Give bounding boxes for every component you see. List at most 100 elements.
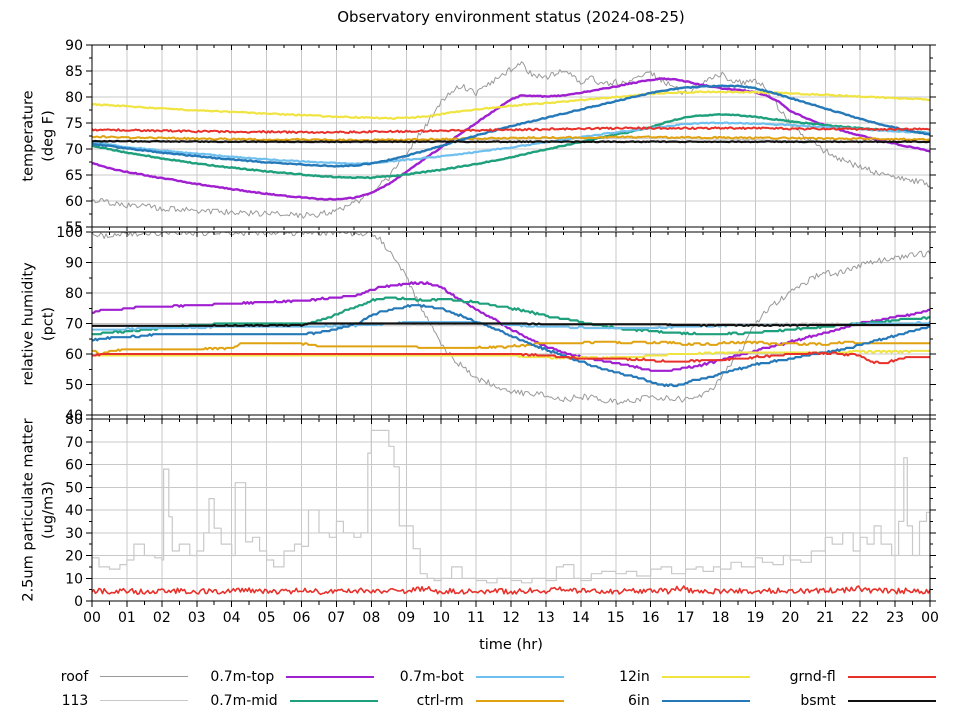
legend-label-bsmt: bsmt bbox=[800, 692, 836, 709]
y-tick-label: 60 bbox=[65, 347, 83, 363]
x-tick-labels: 00 01 02 03 04 05 06 07 08 09 10 11 12 13 14 15 16 17 18 19… bbox=[83, 610, 939, 626]
legend: roof 113 0.7m-top 0.7m-mid 0.7m-bot ctrl-rm 12… bbox=[0, 666, 960, 711]
legend-item-0.7m-bot: 0.7m-bot bbox=[400, 666, 564, 687]
series-6in bbox=[92, 304, 930, 388]
legend-column: 0.7m-top 0.7m-mid bbox=[210, 666, 378, 711]
axes bbox=[86, 44, 936, 231]
legend-item-0.7m-mid: 0.7m-mid bbox=[210, 690, 378, 711]
series-roof bbox=[91, 61, 931, 219]
y-tick-label: 50 bbox=[65, 378, 83, 394]
y-axis-label-humidity: relative humidity (pct) bbox=[19, 262, 58, 385]
legend-column: 0.7m-bot ctrl-rm bbox=[400, 666, 564, 711]
legend-label-0.7m-mid: 0.7m-mid bbox=[210, 692, 278, 709]
y-tick-label: 20 bbox=[65, 549, 83, 565]
y-tick-label: 0 bbox=[74, 594, 83, 610]
legend-line-0.7m-top bbox=[286, 675, 375, 678]
legend-line-grnd-fl bbox=[847, 675, 936, 678]
y-tick-label: 40 bbox=[65, 408, 83, 424]
legend-item-113: 113 bbox=[24, 690, 189, 711]
series-group bbox=[91, 231, 931, 405]
legend-line-0.7m-mid bbox=[289, 699, 378, 702]
y-axis-label-particulate: 2.5um particulate matter (ug/m3) bbox=[19, 418, 58, 601]
particulate-matter-plot: 0 10 20 30 40 50 60 70 80 bbox=[65, 412, 936, 610]
x-tick-label: 19 bbox=[747, 610, 765, 626]
series-0.7m-top bbox=[91, 77, 931, 201]
y-tick-label: 30 bbox=[65, 526, 83, 542]
x-tick-label: 02 bbox=[153, 610, 171, 626]
temperature-plot: 55 60 65 70 75 80 85 90 bbox=[65, 38, 936, 236]
legend-item-0.7m-top: 0.7m-top bbox=[210, 666, 377, 687]
y-tick-label: 40 bbox=[65, 503, 83, 519]
legend-column: roof 113 bbox=[24, 666, 189, 711]
series-group bbox=[91, 61, 931, 219]
legend-line-12in bbox=[661, 675, 750, 678]
y-tick-label: 90 bbox=[65, 256, 83, 272]
x-tick-label: 05 bbox=[258, 610, 276, 626]
chart-canvas: 5560657075808590405060708090100010203040… bbox=[56, 38, 939, 626]
legend-item-12in: 12in bbox=[586, 666, 750, 687]
y-tick-label: 65 bbox=[65, 168, 83, 184]
series-12in bbox=[92, 349, 930, 360]
y-tick-label: 60 bbox=[65, 458, 83, 474]
y-tick-label: 70 bbox=[65, 142, 83, 158]
x-tick-label: 09 bbox=[397, 610, 415, 626]
series-ctrl-rm bbox=[91, 135, 931, 142]
y-tick-label: 50 bbox=[65, 480, 83, 496]
x-tick-label: 11 bbox=[467, 610, 485, 626]
legend-label-grnd-fl: grnd-fl bbox=[789, 668, 836, 685]
x-tick-label: 20 bbox=[781, 610, 799, 626]
x-tick-label: 04 bbox=[223, 610, 241, 626]
axes bbox=[86, 231, 936, 419]
series-113 bbox=[92, 429, 930, 584]
y-axis-label-temperature: temperature (deg F) bbox=[19, 90, 58, 181]
legend-label-0.7m-top: 0.7m-top bbox=[210, 668, 275, 685]
series-grnd-fl bbox=[91, 585, 931, 596]
x-tick-label: 21 bbox=[816, 610, 834, 626]
series-0.7m-bot bbox=[91, 121, 931, 165]
relative-humidity-plot: 40 50 60 70 80 90 100 bbox=[56, 225, 936, 424]
y-tick-labels: 40 50 60 70 80 90 100 bbox=[56, 225, 83, 424]
y-axis-label-line: (deg F) bbox=[40, 110, 56, 162]
series-ctrl-rm bbox=[92, 340, 930, 355]
series-0.7m-mid bbox=[92, 296, 930, 336]
y-tick-label: 70 bbox=[65, 435, 83, 451]
y-tick-labels: 0 10 20 30 40 50 60 70 80 bbox=[65, 412, 83, 610]
legend-label-0.7m-bot: 0.7m-bot bbox=[399, 668, 464, 685]
series-0.7m-mid bbox=[91, 113, 931, 180]
x-tick-label: 08 bbox=[362, 610, 380, 626]
legend-label-12in: 12in bbox=[619, 668, 650, 685]
legend-column: grnd-fl bsmt bbox=[772, 666, 936, 711]
legend-line-0.7m-bot bbox=[475, 675, 564, 678]
series-bsmt bbox=[91, 139, 931, 144]
x-tick-label: 15 bbox=[607, 610, 625, 626]
legend-item-ctrl-rm: ctrl-rm bbox=[400, 690, 564, 711]
series-6in bbox=[91, 84, 931, 168]
x-tick-label: 14 bbox=[572, 610, 590, 626]
x-tick-label: 10 bbox=[432, 610, 450, 626]
series-grnd-fl bbox=[91, 126, 931, 135]
y-tick-label: 80 bbox=[65, 90, 83, 106]
legend-line-6in bbox=[661, 699, 750, 702]
legend-line-roof bbox=[100, 676, 189, 677]
y-tick-labels: 55 60 65 70 75 80 85 90 bbox=[65, 38, 83, 236]
series-group bbox=[91, 429, 931, 596]
y-tick-label: 55 bbox=[65, 220, 83, 236]
legend-item-6in: 6in bbox=[586, 690, 750, 711]
series-grnd-fl bbox=[92, 351, 930, 365]
x-tick-label: 01 bbox=[118, 610, 136, 626]
y-axis-label-line: relative humidity bbox=[20, 262, 37, 386]
series-12in bbox=[91, 90, 931, 120]
y-tick-label: 75 bbox=[65, 116, 83, 132]
legend-line-ctrl-rm bbox=[475, 699, 564, 702]
legend-item-roof: roof bbox=[24, 666, 189, 687]
legend-item-bsmt: bsmt bbox=[772, 690, 936, 711]
legend-column: 12in 6in bbox=[586, 666, 750, 711]
y-tick-label: 85 bbox=[65, 64, 83, 80]
y-tick-label: 100 bbox=[56, 225, 83, 241]
x-tick-label: 13 bbox=[537, 610, 555, 626]
series-bsmt bbox=[92, 322, 930, 327]
x-tick-label: 16 bbox=[642, 610, 660, 626]
y-tick-label: 80 bbox=[65, 286, 83, 302]
y-tick-label: 10 bbox=[65, 571, 83, 587]
y-tick-label: 70 bbox=[65, 317, 83, 333]
